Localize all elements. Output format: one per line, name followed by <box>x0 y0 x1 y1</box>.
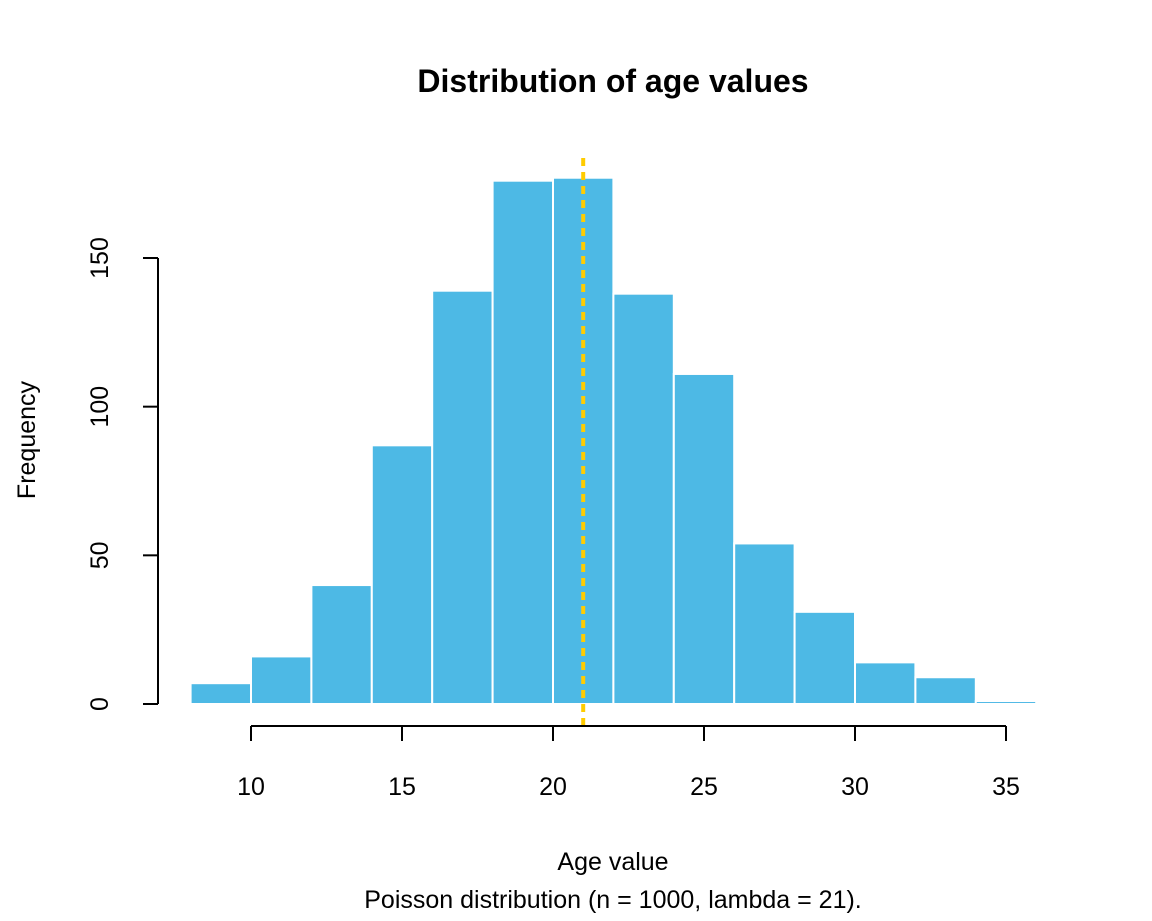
x-tick-label: 10 <box>237 773 265 801</box>
x-tick-label: 20 <box>539 773 567 801</box>
histogram-bar <box>491 179 555 705</box>
y-axis: 0 50 100 150 <box>86 237 159 711</box>
histogram-bar <box>370 444 434 705</box>
y-tick-label: 50 <box>86 541 114 569</box>
y-tick-label: 0 <box>86 697 114 711</box>
x-axis-label: Age value <box>557 848 668 876</box>
histogram-bar <box>733 542 796 705</box>
chart-title: Distribution of age values <box>417 63 808 99</box>
histogram-bar <box>914 676 977 705</box>
histogram-bar <box>189 682 253 705</box>
x-tick-label: 25 <box>690 773 718 801</box>
histogram-bar <box>854 661 917 706</box>
histogram-bar <box>612 292 675 705</box>
x-tick-label: 35 <box>992 773 1020 801</box>
histogram-bar <box>250 655 313 706</box>
bars-group <box>189 176 1038 706</box>
x-tick-label: 15 <box>388 773 416 801</box>
y-tick-label: 150 <box>86 237 114 279</box>
histogram-bar <box>310 584 373 705</box>
chart-subtitle: Poisson distribution (n = 1000, lambda =… <box>364 886 862 914</box>
y-tick-label: 100 <box>86 386 114 428</box>
histogram-bar <box>793 610 856 705</box>
histogram-bar <box>672 372 736 705</box>
x-tick-label: 30 <box>841 773 869 801</box>
histogram-bar <box>974 700 1038 706</box>
histogram-bar <box>431 289 494 705</box>
y-axis-label: Frequency <box>13 380 41 499</box>
x-axis: 10 15 20 25 30 35 <box>237 725 1020 801</box>
